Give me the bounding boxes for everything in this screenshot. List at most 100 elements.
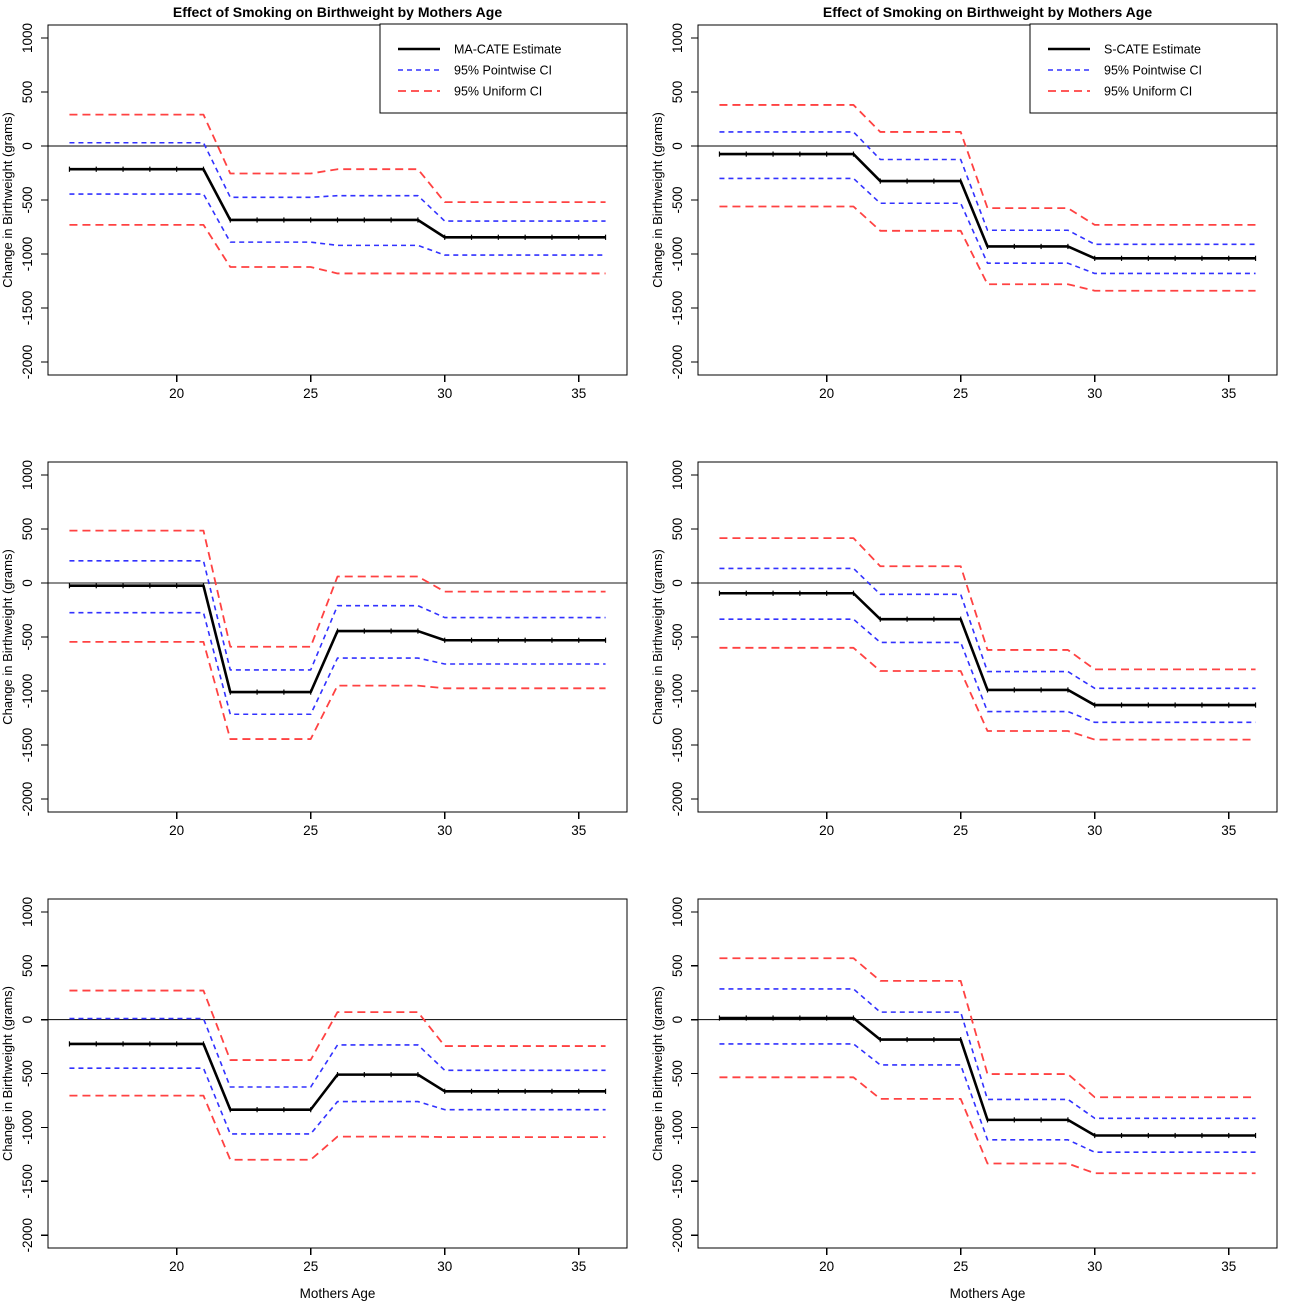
y-axis-label: Change in Birthweight (grams) xyxy=(0,549,15,725)
y-tick-label: -1000 xyxy=(20,1110,35,1144)
y-tick-label: -2000 xyxy=(670,345,685,380)
uniform-ci-upper-line xyxy=(719,957,1256,1099)
y-tick-label: -1500 xyxy=(20,728,35,763)
x-tick-label: 35 xyxy=(571,1259,586,1274)
x-tick-label: 25 xyxy=(303,1259,318,1274)
chart-bottom-left: 20 25 30 35 -2000 -1500 -1000 -500 0 500 1000 Chang… xyxy=(0,897,628,1301)
chart-middle-left: 20 25 30 35 -2000 -1500 -1000 -500 0 500 1000 Chang… xyxy=(0,460,628,838)
uniform-ci-upper-line xyxy=(69,113,606,204)
x-tick-label: 35 xyxy=(571,823,586,838)
pointwise-ci-lower-line xyxy=(69,1067,606,1135)
y-tick-label: 500 xyxy=(20,81,35,104)
legend-label-pointwise: 95% Pointwise CI xyxy=(1104,64,1202,78)
estimate-line xyxy=(69,584,606,694)
x-tick-label: 30 xyxy=(437,1259,452,1274)
panel-middle-right: 20 25 30 35 -2000 -1500 -1000 -500 0 500 1000 Chang… xyxy=(650,437,1300,874)
y-tick-label: 1000 xyxy=(20,23,35,53)
x-tick-label: 25 xyxy=(303,386,318,401)
y-axis-label: Change in Birthweight (grams) xyxy=(0,986,15,1161)
y-tick-label: -500 xyxy=(20,623,35,650)
x-tick-label: 20 xyxy=(169,823,184,838)
plot-frame xyxy=(697,898,1278,1249)
pointwise-ci-upper-line xyxy=(719,131,1256,246)
estimate-line xyxy=(719,591,1256,707)
legend-box xyxy=(379,23,628,114)
legend-box xyxy=(1029,23,1278,114)
x-tick-label: 30 xyxy=(1087,1259,1102,1274)
x-tick-label: 25 xyxy=(953,386,968,401)
estimate-line xyxy=(719,152,1256,260)
pointwise-ci-lower-line xyxy=(719,1043,1256,1154)
y-axis-label: Change in Birthweight (grams) xyxy=(650,112,665,288)
uniform-ci-lower-line xyxy=(69,640,606,740)
x-tick-label: 20 xyxy=(819,823,834,838)
y-tick-label: 500 xyxy=(670,81,685,104)
x-tick-label: 25 xyxy=(953,1259,968,1274)
x-tick-label: 35 xyxy=(1221,823,1236,838)
y-tick-label: 0 xyxy=(20,579,35,587)
y-tick-label: 0 xyxy=(670,1016,685,1023)
uniform-ci-upper-line xyxy=(719,104,1256,226)
legend-label-estimate: S-CATE Estimate xyxy=(1104,43,1201,57)
panel-top-left: 20 25 30 35 -2000 -1500 -1000 -500 0 500 1000 Chang… xyxy=(0,0,650,437)
y-tick-label: -1000 xyxy=(20,674,35,709)
uniform-ci-lower-line xyxy=(719,1076,1256,1175)
pointwise-ci-upper-line xyxy=(719,988,1256,1120)
x-tick-label: 25 xyxy=(953,823,968,838)
pointwise-ci-upper-line xyxy=(69,141,606,222)
y-axis-label: Change in Birthweight (grams) xyxy=(650,549,665,725)
y-tick-label: 500 xyxy=(670,955,685,977)
x-tick-label: 30 xyxy=(1087,823,1102,838)
x-tick-label: 20 xyxy=(169,1259,184,1274)
pointwise-ci-lower-line xyxy=(69,193,606,256)
y-tick-label: 1000 xyxy=(20,460,35,490)
x-tick-label: 30 xyxy=(1087,386,1102,401)
y-tick-label: -2000 xyxy=(670,782,685,817)
y-tick-label: -1500 xyxy=(20,1164,35,1198)
y-tick-label: 500 xyxy=(670,518,685,541)
uniform-ci-lower-line xyxy=(69,223,606,275)
y-tick-label: -2000 xyxy=(670,1218,685,1252)
uniform-ci-lower-line xyxy=(719,646,1256,741)
y-tick-label: 1000 xyxy=(670,23,685,53)
y-tick-label: -500 xyxy=(670,186,685,213)
y-tick-label: 500 xyxy=(20,518,35,541)
uniform-ci-upper-line xyxy=(69,529,606,648)
panel-bottom-right: 20 25 30 35 -2000 -1500 -1000 -500 0 500 1000 Chang… xyxy=(650,874,1300,1310)
x-tick-label: 20 xyxy=(819,1259,834,1274)
uniform-ci-lower-line xyxy=(719,205,1256,292)
y-axis-label: Change in Birthweight (grams) xyxy=(650,986,665,1161)
y-tick-label: 0 xyxy=(20,1016,35,1023)
y-tick-label: -1000 xyxy=(20,237,35,272)
y-axis-label: Change in Birthweight (grams) xyxy=(0,112,15,288)
y-tick-label: 1000 xyxy=(670,460,685,490)
pointwise-ci-upper-line xyxy=(719,567,1256,690)
x-tick-label: 20 xyxy=(169,386,184,401)
x-tick-label: 30 xyxy=(437,823,452,838)
chart-top-left: 20 25 30 35 -2000 -1500 -1000 -500 0 500 1000 Chang… xyxy=(0,4,628,401)
x-tick-label: 25 xyxy=(303,823,318,838)
x-axis-label: Mothers Age xyxy=(300,1286,376,1301)
x-tick-label: 35 xyxy=(1221,386,1236,401)
uniform-ci-upper-line xyxy=(719,537,1256,671)
y-tick-label: -1000 xyxy=(670,674,685,709)
panel-middle-left: 20 25 30 35 -2000 -1500 -1000 -500 0 500 1000 Chang… xyxy=(0,437,650,874)
y-tick-label: -500 xyxy=(670,623,685,650)
y-tick-label: -1500 xyxy=(670,1164,685,1198)
pointwise-ci-upper-line xyxy=(69,1017,606,1088)
plot-frame xyxy=(697,461,1278,813)
x-tick-label: 30 xyxy=(437,386,452,401)
uniform-ci-upper-line xyxy=(69,989,606,1061)
estimate-line xyxy=(69,1042,606,1111)
y-tick-label: 1000 xyxy=(20,897,35,927)
pointwise-ci-upper-line xyxy=(69,560,606,671)
pointwise-ci-lower-line xyxy=(719,618,1256,724)
x-tick-label: 20 xyxy=(819,386,834,401)
y-tick-label: -1500 xyxy=(670,291,685,326)
pointwise-ci-lower-line xyxy=(69,611,606,716)
estimate-line xyxy=(719,1016,1256,1137)
legend-label-uniform: 95% Uniform CI xyxy=(1104,85,1192,99)
y-tick-label: -500 xyxy=(670,1060,685,1087)
y-tick-label: 0 xyxy=(670,579,685,587)
y-tick-label: -1500 xyxy=(670,728,685,763)
